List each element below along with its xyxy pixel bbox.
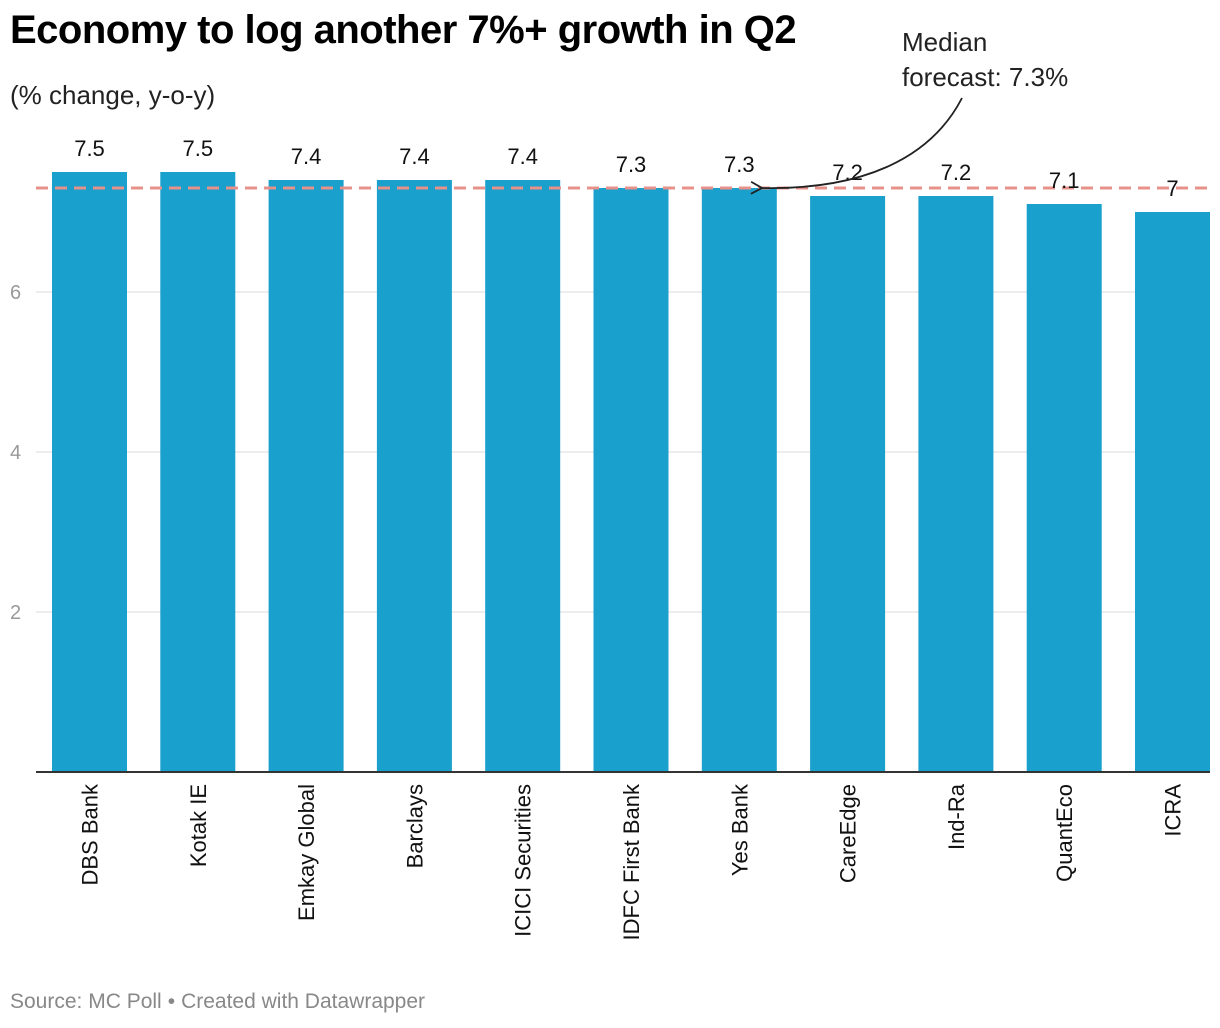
- credit-text: Created with Datawrapper: [181, 990, 426, 1013]
- category-label: Emkay Global: [294, 784, 319, 921]
- category-label: ICICI Securities: [511, 784, 536, 937]
- value-labels: 7.5 7.5 7.4 7.4 7.4 7.3 7.3 7.2 7.2 7.1 7: [74, 136, 1178, 201]
- y-tick-label: 6: [10, 282, 21, 304]
- category-label: Ind-Ra: [944, 783, 969, 850]
- category-label: Kotak IE: [186, 784, 211, 867]
- category-label: Yes Bank: [727, 783, 752, 876]
- category-label: Barclays: [402, 784, 427, 868]
- annotation-text: forecast: 7.3%: [902, 62, 1068, 92]
- value-label: 7.3: [724, 152, 755, 177]
- bar: [918, 196, 994, 772]
- bar: [810, 196, 886, 772]
- value-label: 7: [1166, 176, 1178, 201]
- bar: [701, 188, 777, 772]
- value-label: 7.2: [832, 160, 863, 185]
- bar: [485, 180, 561, 772]
- category-label: IDFC First Bank: [619, 783, 644, 940]
- bar: [593, 188, 669, 772]
- chart-footer: Source: MC Poll • Created with Datawrapper: [10, 990, 425, 1014]
- value-label: 7.4: [399, 144, 430, 169]
- bar: [52, 172, 127, 772]
- value-label: 7.4: [507, 144, 538, 169]
- y-tick-label: 4: [10, 442, 21, 464]
- chart-subtitle: (% change, y-o-y): [10, 80, 216, 110]
- source-text: Source: MC Poll: [10, 990, 162, 1013]
- bar: [376, 180, 452, 772]
- bar: [1026, 204, 1102, 772]
- value-label: 7.2: [941, 160, 972, 185]
- category-label: DBS Bank: [78, 783, 103, 885]
- value-label: 7.3: [616, 152, 647, 177]
- value-label: 7.4: [291, 144, 322, 169]
- value-label: 7.5: [74, 136, 105, 161]
- chart-title: Economy to log another 7%+ growth in Q2: [10, 8, 797, 52]
- category-label: QuantEco: [1052, 784, 1077, 882]
- bar: [1135, 212, 1210, 772]
- bar: [160, 172, 236, 772]
- annotation-text: Median: [902, 27, 987, 57]
- value-label: 7.1: [1049, 168, 1080, 193]
- category-label: ICRA: [1161, 784, 1186, 837]
- median-annotation: Median forecast: 7.3%: [750, 27, 1068, 195]
- category-labels: DBS Bank Kotak IE Emkay Global Barclays ICIC…: [78, 783, 1186, 940]
- footer-separator: •: [167, 990, 176, 1013]
- category-label: CareEdge: [836, 784, 861, 883]
- annotation-arrow: [750, 97, 963, 195]
- bars: [36, 172, 1210, 773]
- value-label: 7.5: [183, 136, 214, 161]
- y-tick-label: 2: [10, 602, 21, 624]
- bar: [268, 180, 344, 772]
